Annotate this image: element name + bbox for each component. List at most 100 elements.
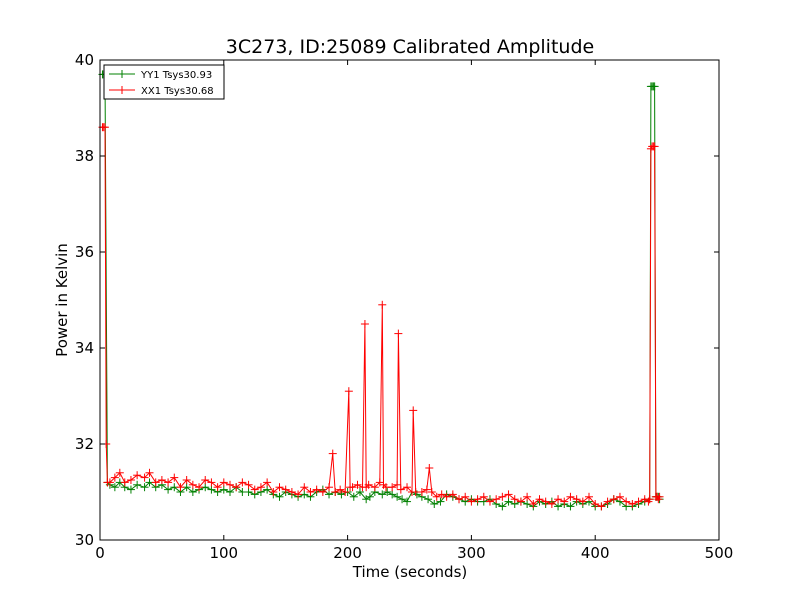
data-point	[312, 485, 321, 494]
data-point	[170, 473, 179, 482]
data-point	[281, 485, 290, 494]
data-point	[547, 500, 556, 508]
data-point	[479, 492, 488, 501]
data-point	[455, 495, 464, 504]
data-point	[219, 485, 228, 494]
data-point	[425, 464, 434, 472]
data-point	[306, 488, 315, 496]
data-point	[597, 502, 606, 511]
data-point	[655, 492, 664, 501]
data-point	[225, 480, 234, 489]
data-point	[263, 485, 272, 494]
data-point	[232, 483, 241, 492]
legend-label-xx1: XX1 Tsys30.68	[141, 86, 214, 97]
data-point	[353, 480, 362, 489]
data-point	[473, 495, 482, 504]
y-axis: 30 32 34 36 38 40	[75, 51, 719, 549]
data-point	[432, 492, 441, 501]
data-point	[628, 500, 637, 508]
data-point	[529, 500, 538, 508]
data-point	[219, 478, 228, 487]
data-point	[650, 142, 659, 151]
data-point	[424, 495, 433, 504]
data-point	[336, 485, 345, 494]
data-point	[344, 387, 353, 396]
data-point	[182, 476, 191, 484]
data-point	[403, 497, 412, 506]
legend-label-yy1: YY1 Tsys30.93	[140, 70, 212, 81]
y-tick-label: 30	[75, 531, 94, 549]
data-point	[195, 483, 204, 492]
data-point	[213, 483, 222, 492]
data-point	[348, 483, 357, 492]
data-point	[566, 502, 575, 511]
data-point	[498, 502, 507, 511]
data-point	[393, 492, 402, 501]
x-tick-label: 500	[705, 544, 734, 562]
data-point	[394, 329, 403, 338]
data-point	[485, 497, 494, 506]
data-point	[378, 300, 387, 309]
x-axis: 0 100 200 300 400 500	[95, 60, 733, 562]
data-point	[422, 485, 431, 494]
data-point	[287, 488, 296, 496]
data-point	[318, 488, 327, 496]
x-tick-label: 100	[209, 544, 238, 562]
data-point	[541, 497, 550, 506]
data-point	[650, 82, 659, 91]
data-point	[328, 449, 337, 458]
data-point	[554, 495, 563, 504]
data-point	[133, 471, 142, 480]
data-point	[504, 497, 513, 506]
x-tick-label: 0	[95, 544, 105, 562]
data-point	[225, 488, 234, 496]
data-point	[535, 495, 544, 504]
data-point	[578, 497, 587, 506]
data-point	[492, 495, 501, 504]
data-point	[403, 483, 412, 492]
data-point	[256, 483, 265, 492]
data-point	[355, 488, 364, 496]
data-point	[244, 480, 253, 489]
data-point	[244, 488, 253, 496]
data-point	[145, 468, 154, 477]
data-point	[448, 490, 457, 499]
x-tick-label: 400	[581, 544, 610, 562]
data-point	[442, 492, 451, 501]
data-point	[325, 483, 334, 492]
data-point	[566, 492, 575, 501]
data-point	[467, 497, 476, 506]
data-point	[115, 468, 124, 477]
data-point	[176, 483, 185, 492]
data-point	[250, 485, 259, 494]
y-tick-label: 32	[75, 435, 94, 453]
data-point	[591, 500, 600, 508]
series-1	[98, 123, 664, 511]
plot-frame	[99, 59, 720, 541]
legend-marker	[118, 70, 126, 78]
data-point	[360, 320, 369, 328]
data-point	[572, 495, 581, 504]
data-point	[388, 483, 397, 492]
data-point	[120, 478, 129, 487]
data-point	[615, 492, 624, 501]
data-point	[603, 497, 612, 506]
data-point	[634, 497, 643, 506]
data-point	[365, 492, 374, 501]
y-tick-label: 38	[75, 147, 94, 165]
data-point	[140, 473, 149, 482]
data-point	[504, 490, 513, 499]
data-point	[126, 485, 135, 494]
y-axis-label: Power in Kelvin	[53, 243, 71, 357]
data-point	[133, 480, 142, 489]
data-point	[238, 478, 247, 487]
data-point	[622, 497, 631, 506]
data-point	[430, 500, 439, 508]
data-point	[110, 473, 119, 482]
data-point	[510, 495, 519, 504]
legend: YY1 Tsys30.93 XX1 Tsys30.68	[103, 64, 225, 100]
data-point	[275, 483, 284, 492]
